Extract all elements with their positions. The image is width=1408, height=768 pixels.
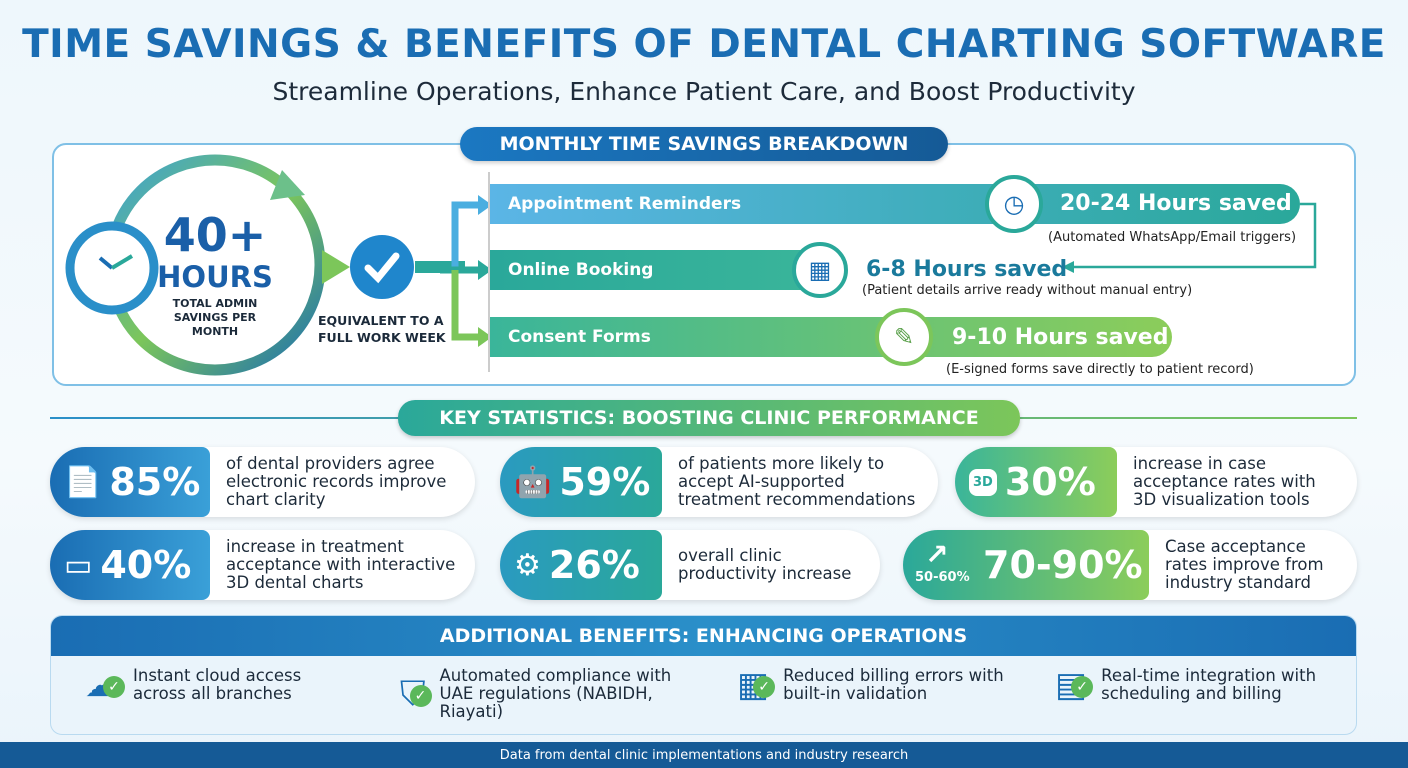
document-icon: 📄	[64, 464, 102, 500]
total-hours-value: 40+	[163, 208, 267, 262]
stat-text: overall clinic productivity increase	[678, 546, 852, 583]
stat-card-59: 🤖 59% of patients more likely to accept A…	[500, 447, 938, 517]
page-title: TIME SAVINGS & BENEFITS OF DENTAL CHARTI…	[22, 22, 1386, 67]
savings-note-appointment: (Automated WhatsApp/Email triggers)	[1048, 230, 1297, 245]
benefit-text: Automated compliance with UAE regulation…	[439, 666, 672, 721]
benefit-text: Real-time integration with scheduling an…	[1101, 666, 1317, 703]
stat-text: Case acceptance rates improve from indus…	[1165, 537, 1324, 592]
benefit-cloud-access: ☁ ✓ Instant cloud access across all branch…	[85, 667, 355, 703]
stat-text: of dental providers agree electronic rec…	[226, 454, 447, 509]
savings-bar-label: Consent Forms	[508, 327, 651, 347]
clock-icon: ◷	[985, 175, 1043, 233]
industry-baseline: 50-60%	[915, 570, 970, 585]
shield-lock-icon: ⛉✓	[400, 677, 432, 711]
savings-hours-appointment: 20-24 Hours saved	[1060, 191, 1292, 216]
monthly-savings-header: MONTHLY TIME SAVINGS BREAKDOWN	[460, 127, 948, 161]
gear-chart-icon: ⚙	[514, 547, 541, 583]
stat-card-85: 📄 85% of dental providers agree electroni…	[50, 447, 475, 517]
stat-text: increase in treatment acceptance with in…	[226, 537, 456, 592]
stat-card-40: ▭ 40% increase in treatment acceptance wi…	[50, 530, 475, 600]
cloud-upload-icon: ☁ ✓	[85, 668, 125, 702]
benefit-compliance: ⛉✓Automated compliance with UAE regulati…	[400, 667, 690, 721]
robot-icon: 🤖	[514, 464, 552, 500]
savings-hours-booking: 6-8 Hours saved	[866, 257, 1068, 282]
stat-card-70-90: ↗ 50-60% 70-90% Case acceptance rates impr…	[903, 530, 1357, 600]
return-arrow-icon	[1062, 202, 1317, 273]
footer-source-note: Data from dental clinic implementations …	[0, 742, 1408, 768]
benefit-text: Instant cloud access across all branches	[133, 666, 302, 703]
tooth-3d-icon: 3D	[969, 468, 997, 496]
savings-note-booking: (Patient details arrive ready without ma…	[862, 283, 1193, 298]
savings-note-consent: (E-signed forms save directly to patient…	[946, 362, 1254, 377]
stat-text: increase in case acceptance rates with 3…	[1133, 454, 1316, 509]
benefit-billing: ▦✓Reduced billing errors with built-in v…	[737, 667, 1007, 703]
additional-benefits-header: ADDITIONAL BENEFITS: ENHANCING OPERATION…	[51, 616, 1356, 656]
branch-arrows-graphic	[440, 195, 492, 347]
page-subtitle: Streamline Operations, Enhance Patient C…	[272, 77, 1136, 106]
trend-up-icon: ↗	[925, 538, 949, 571]
additional-benefits-panel: ADDITIONAL BENEFITS: ENHANCING OPERATION…	[50, 615, 1357, 735]
key-statistics-header: KEY STATISTICS: BOOSTING CLINIC PERFORMA…	[398, 400, 1020, 436]
savings-bar-online-booking: Online Booking	[490, 250, 820, 290]
total-hours-unit: HOURS	[157, 260, 273, 294]
savings-bar-consent-forms: Consent Forms	[490, 317, 1172, 357]
stat-value: 70-90%	[983, 543, 1143, 587]
savings-bar-appointment-reminders: Appointment Reminders	[490, 184, 1300, 224]
calendar-icon: ▦	[792, 242, 848, 298]
check-circle-icon	[350, 235, 414, 299]
stat-value: 30%	[1004, 460, 1096, 504]
stat-value: 85%	[109, 460, 201, 504]
savings-bar-label: Appointment Reminders	[508, 194, 742, 214]
stat-value: 59%	[559, 460, 651, 504]
calendar-icon: ▤✓	[1055, 668, 1094, 702]
stat-value: 40%	[100, 543, 192, 587]
ring-arrowhead-icon	[270, 170, 305, 200]
benefit-text: Reduced billing errors with built-in val…	[783, 666, 1004, 703]
calculator-icon: ▦✓	[737, 668, 776, 702]
stat-text: of patients more likely to accept AI-sup…	[678, 454, 916, 509]
savings-bar-label: Online Booking	[508, 260, 654, 280]
stat-card-30: 3D 30% increase in case acceptance rates …	[955, 447, 1357, 517]
stat-value: 26%	[548, 543, 640, 587]
signed-form-icon: ✎	[875, 308, 933, 366]
savings-hours-consent: 9-10 Hours saved	[952, 325, 1169, 350]
equivalent-caption: EQUIVALENT TO A FULL WORK WEEK	[318, 313, 446, 345]
stat-card-26: ⚙ 26% overall clinic productivity increas…	[500, 530, 880, 600]
benefit-integration: ▤✓Real-time integration with scheduling …	[1055, 667, 1325, 703]
hours-ring-graphic	[65, 154, 465, 376]
arrow-right-icon	[322, 250, 350, 284]
tablet-touch-icon: ▭	[64, 547, 93, 583]
total-hours-caption: TOTAL ADMIN SAVINGS PER MONTH	[172, 297, 258, 338]
